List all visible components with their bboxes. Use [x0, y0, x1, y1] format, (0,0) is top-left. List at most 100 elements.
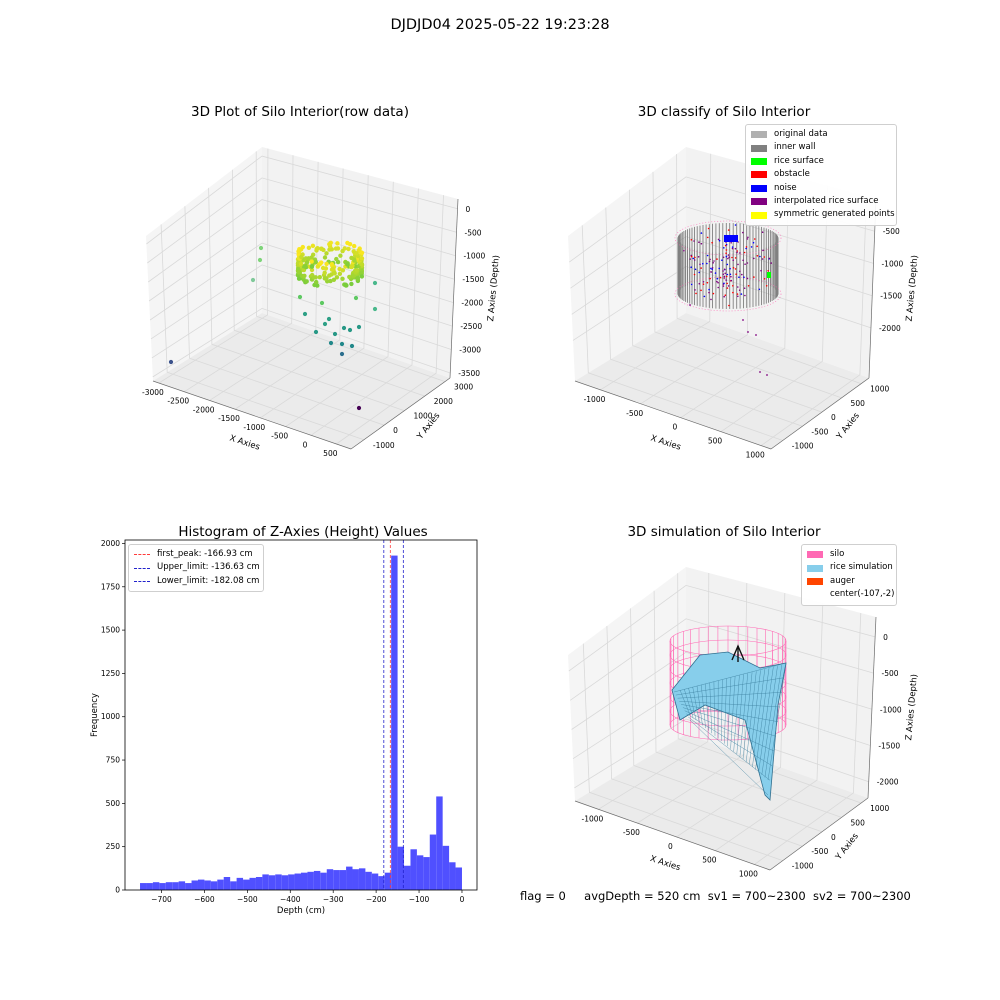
y-tick-label: 500 — [851, 818, 866, 827]
histogram-bar — [391, 555, 398, 890]
data-point — [315, 264, 320, 269]
classified-point — [726, 287, 729, 289]
histogram-bar — [307, 871, 314, 890]
plot2-title: 3D classify of Silo Interior — [637, 104, 811, 120]
floor-pane — [575, 313, 869, 449]
histogram-bar — [416, 855, 424, 890]
classified-point — [716, 258, 718, 260]
surface-mesh — [709, 682, 712, 734]
surface-mesh — [746, 671, 757, 762]
grid-z — [146, 155, 458, 245]
z-tick-label: -1500 — [878, 742, 900, 751]
legend-item-first-peak: first_peak: -166.93 cm — [134, 548, 258, 561]
line-first-peak — [134, 554, 150, 556]
classified-point — [711, 267, 714, 269]
classified-point — [706, 254, 709, 257]
grid-z — [151, 286, 452, 359]
legend-item-obstacle: obstacle — [751, 168, 891, 181]
y-tick-label: 0 — [393, 426, 398, 435]
z-tick-label: -1500 — [462, 275, 484, 284]
line-lower-limit — [134, 581, 150, 583]
classified-point — [746, 277, 749, 280]
classified-point — [700, 242, 703, 245]
grid-y — [232, 169, 425, 397]
data-point — [337, 271, 343, 276]
classified-point — [698, 282, 701, 285]
y-tick-label: 2000 — [101, 539, 120, 548]
surface-mesh — [742, 672, 753, 760]
classified-point — [728, 304, 730, 307]
swatch-rice-surface — [751, 158, 767, 166]
x-tick-label: −500 — [237, 895, 258, 904]
x-tick-label: 1000 — [739, 869, 758, 878]
classified-point — [732, 285, 734, 287]
data-point — [257, 257, 263, 263]
y-tick-label: 1500 — [101, 626, 120, 635]
z-tick-label: -2000 — [461, 299, 483, 308]
classified-point — [716, 280, 718, 283]
classified-point — [753, 276, 755, 278]
classified-point — [725, 279, 727, 281]
legend-label: rice simulation — [830, 562, 893, 573]
classified-point — [725, 252, 727, 254]
y-tick-label: -500 — [811, 427, 828, 436]
data-point — [345, 262, 350, 267]
data-point — [335, 241, 340, 246]
classified-point — [734, 257, 737, 259]
classified-point — [742, 259, 744, 262]
classified-point — [731, 247, 734, 250]
data-point — [324, 251, 329, 256]
y-axis-line — [350, 377, 451, 450]
rice-surface — [671, 651, 787, 801]
grid-y — [677, 573, 862, 804]
classified-point — [747, 285, 750, 287]
grid-y — [676, 154, 862, 385]
classified-point — [752, 241, 755, 244]
classified-point — [723, 247, 725, 249]
histogram-bar — [429, 834, 437, 890]
surface-mesh — [739, 673, 748, 757]
data-point — [352, 243, 357, 249]
classified-point — [693, 240, 695, 242]
data-point — [250, 277, 256, 283]
data-point — [354, 268, 359, 273]
classified-point — [750, 246, 753, 248]
classified-point — [703, 295, 706, 298]
x-axis-line — [574, 380, 772, 450]
classified-point — [732, 259, 734, 262]
y-tick-label: 0 — [831, 413, 836, 422]
y-tick-label: 0 — [831, 833, 836, 842]
surface-mesh — [730, 676, 736, 749]
data-point — [299, 254, 304, 260]
data-point — [327, 247, 332, 252]
classified-point — [707, 227, 710, 230]
surface-mesh — [736, 674, 744, 755]
classified-point — [706, 281, 709, 284]
grid-y — [582, 643, 783, 861]
x-tick-label: -1000 — [243, 423, 265, 432]
legend-item-interpolated: interpolated rice surface — [751, 195, 891, 208]
grid-z — [147, 177, 457, 264]
z-axis-line — [867, 616, 877, 799]
classified-point — [693, 273, 696, 276]
classified-point — [708, 291, 710, 294]
classified-point — [766, 374, 768, 376]
legend-label: first_peak: -166.93 cm — [157, 549, 253, 559]
data-point — [304, 260, 310, 265]
classified-point — [700, 232, 703, 234]
surface-mesh — [696, 685, 703, 726]
data-point — [339, 341, 345, 347]
classified-point — [725, 255, 728, 258]
data-point — [340, 276, 345, 281]
classified-point — [716, 277, 719, 280]
classified-point — [712, 262, 714, 264]
data-point — [349, 264, 354, 270]
legend-item-silo: silo — [807, 548, 891, 561]
y-tick-label: 1000 — [870, 385, 889, 394]
classified-point — [730, 275, 732, 278]
surface-mesh — [721, 679, 723, 742]
x-tick-label: -1000 — [582, 814, 604, 823]
rice-surface-cluster — [767, 272, 771, 278]
data-point — [359, 256, 364, 261]
